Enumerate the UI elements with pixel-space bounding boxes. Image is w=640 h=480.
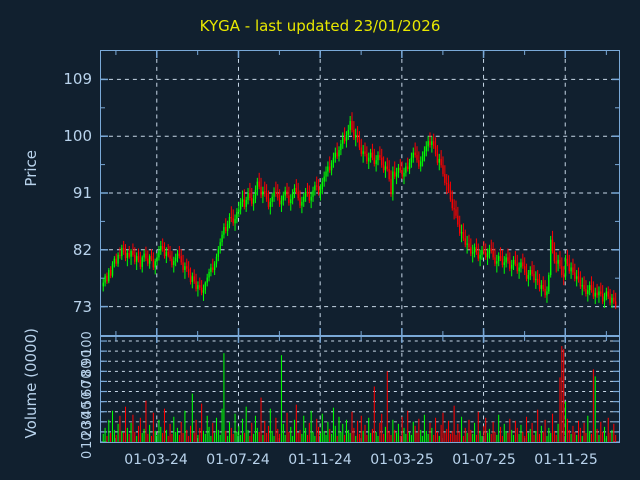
x-tick-label: 01-11-25 <box>534 452 598 468</box>
price-tick-label: 82 <box>72 241 92 260</box>
x-tick-label: 01-11-24 <box>288 452 352 468</box>
volume-axis-label: Volume (0000) <box>22 328 40 439</box>
x-tick-label: 01-07-24 <box>206 452 270 468</box>
volume-gridlines <box>101 337 619 442</box>
volume-chart-panel <box>100 336 620 443</box>
price-chart-panel <box>100 50 620 336</box>
price-tick-label: 109 <box>63 69 92 88</box>
price-tick-label: 91 <box>72 184 92 202</box>
candlestick-series <box>102 112 617 310</box>
price-gridlines <box>101 51 619 335</box>
volume-tick-label: 10 <box>80 432 95 449</box>
price-tick-label: 100 <box>63 126 92 145</box>
price-axis-label: Price <box>22 150 40 187</box>
price-tick-label: 73 <box>72 298 92 317</box>
volume-tick-label: 0 <box>80 450 95 459</box>
page-title: KYGA - last updated 23/01/2026 <box>199 17 441 35</box>
x-tick-label: 01-07-25 <box>452 452 516 468</box>
x-tick-label: 01-03-24 <box>124 452 188 468</box>
volume-series <box>102 346 617 442</box>
x-tick-label: 01-03-25 <box>370 452 434 468</box>
